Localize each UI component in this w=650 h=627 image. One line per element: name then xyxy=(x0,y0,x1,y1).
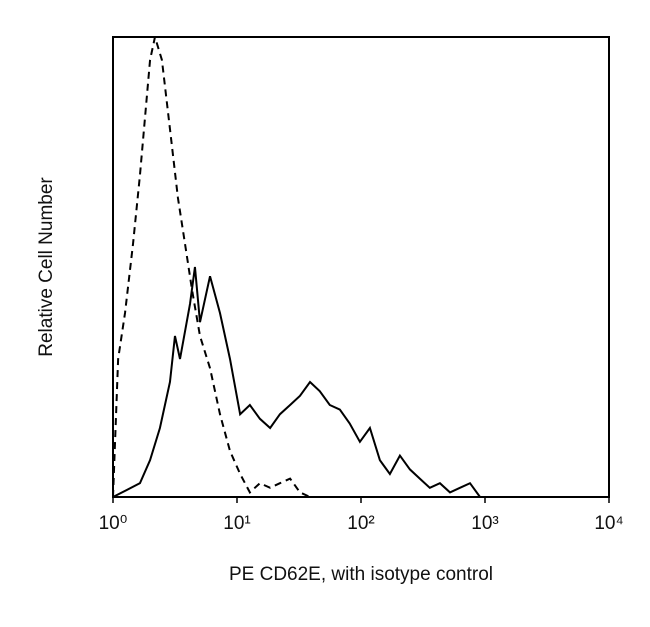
x-tick-label: 10¹ xyxy=(223,513,250,534)
x-tick-label: 10⁰ xyxy=(99,513,128,534)
histogram-line xyxy=(112,36,311,498)
x-axis-label: PE CD62E, with isotype control xyxy=(229,564,493,585)
x-tick-label: 10² xyxy=(347,513,374,534)
plot-frame xyxy=(112,36,610,498)
x-tick-label: 10³ xyxy=(471,513,498,534)
x-tick-label: 10⁴ xyxy=(594,513,623,534)
histogram-line xyxy=(112,266,481,498)
y-axis-label: Relative Cell Number xyxy=(36,177,57,357)
